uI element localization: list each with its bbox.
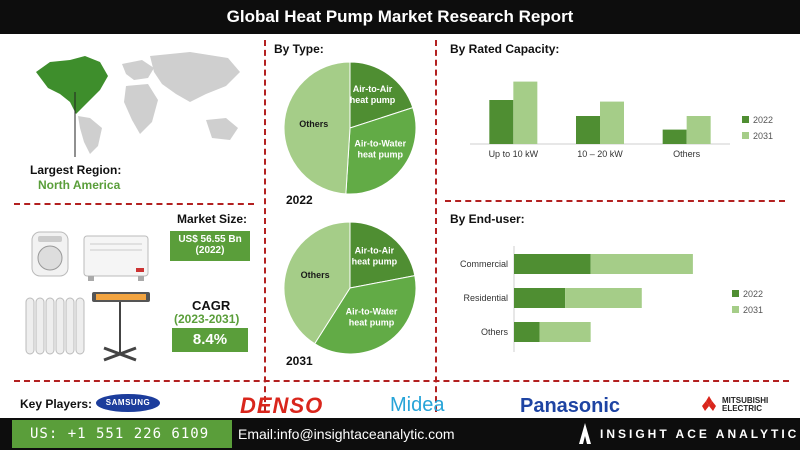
midea-logo: Midea [390,394,445,416]
capacity-bar-2031-2 [686,116,711,144]
enduser-tick-label-0: Commercial [460,259,508,269]
enduser-legend-swatch-2031 [732,306,739,313]
capacity-legend-label-2022: 2022 [753,115,773,125]
mitsubishi-electric-logo: MITSUBISHI ELECTRIC [722,397,768,413]
divider-bottom [14,380,789,382]
market-size-box: US$ 56.55 Bn (2022) [170,231,250,261]
cagr-value: 8.4% [172,328,248,352]
oil-radiator-icon [25,297,85,355]
pie-label-2031-1: Air-to-Water heat pump [346,307,398,328]
enduser-legend-swatch-2022 [732,290,739,297]
divider-right [435,40,437,412]
by-capacity-title: By Rated Capacity: [450,42,560,56]
divider-left-h [14,203,254,205]
africa-shape [124,84,158,134]
pie-2031-year: 2031 [286,354,313,368]
market-size-value: US$ 56.55 Bn [178,234,242,245]
pie-2022-year: 2022 [286,193,313,207]
cagr-period: (2023-2031) [174,312,240,326]
convector-heater-icon [83,235,149,281]
fan-heater-icon [31,231,69,277]
infrared-heater-icon [92,292,150,362]
electric-word: ELECTRIC [722,404,762,413]
enduser-bar-2022-2 [514,322,540,342]
pie-slice-2022-0 [349,61,414,129]
pie-label-2022-1: Air-to-Water heat pump [354,138,406,159]
pie-slice-2022-1 [345,106,417,195]
page-title: Global Heat Pump Market Research Report [0,0,800,34]
market-size-year: (2022) [195,245,225,256]
cagr-label: CAGR [192,298,231,313]
enduser-tick-label-1: Residential [463,293,508,303]
divider-right-h [445,200,785,202]
enduser-bar-2031-1 [565,288,642,308]
panasonic-logo: Panasonic [520,395,621,417]
capacity-bar-2031-1 [600,101,624,144]
capacity-bar-2031-0 [513,81,538,144]
pie-label-2031-0: Air-to-Air heat pump [352,246,398,267]
insightace-logo-icon [579,423,591,444]
by-type-title: By Type: [274,42,324,56]
pie-slice-2031-2 [283,221,351,345]
enduser-legend-label-2031: 2031 [743,305,763,315]
australia-shape [206,118,238,140]
capacity-bar-2022-1 [576,116,600,144]
capacity-legend-swatch-2022 [742,116,749,123]
appliance-illustrations [25,231,150,362]
south-america-shape [78,116,102,154]
key-players-label: Key Players: [20,397,93,411]
capacity-legend-label-2031: 2031 [753,131,773,141]
divider-left [264,40,266,412]
capacity-bar-2022-0 [489,100,514,144]
europe-shape [122,60,154,80]
mitsubishi-word: MITSUBISHI [722,396,769,405]
pie-label-2022-2: Others [299,119,328,129]
footer-email[interactable]: Email:info@insightaceanalytic.com [238,426,455,442]
enduser-legend-label-2022: 2022 [743,289,763,299]
capacity-bar-chart: Up to 10 kW 10 – 20 kW Others 2022 2031 [470,81,773,159]
enduser-bar-2022-0 [514,254,591,274]
by-enduser-title: By End-user: [450,212,525,226]
north-america-shape [36,56,108,114]
pie-label-2031-2: Others [301,270,330,280]
pie-chart-2022: Air-to-Air heat pump Air-to-Water heat pump… [283,61,417,195]
pie-slice-2031-1 [313,275,417,355]
capacity-tick-label-0: Up to 10 kW [489,149,539,159]
pie-slice-2031-0 [349,221,416,289]
enduser-tick-label-2: Others [481,327,509,337]
largest-region-label: Largest Region: [30,163,122,177]
mitsubishi-diamond-icon [702,396,716,411]
pie-label-2022-0: Air-to-Air heat pump [350,84,396,105]
capacity-bar-2022-2 [662,129,687,144]
market-size-label: Market Size: [177,212,248,226]
capacity-tick-label-1: 10 – 20 kW [577,149,623,159]
footer-brand: INSIGHT ACE ANALYTIC [600,427,800,441]
enduser-bar-2031-0 [590,254,693,274]
largest-region-value: North America [38,178,121,192]
denso-logo: DENSO [240,393,324,418]
capacity-tick-label-2: Others [673,149,701,159]
world-map [36,52,240,157]
capacity-legend-swatch-2031 [742,132,749,139]
enduser-bar-chart: Commercial Residential Others 2022 2031 [460,246,763,352]
asia-shape [150,52,240,102]
samsung-logo: SAMSUNG [96,394,160,412]
footer-phone[interactable]: US: +1 551 226 6109 [12,420,232,448]
pie-slice-2022-2 [283,61,351,195]
enduser-bar-2022-1 [514,288,566,308]
pie-chart-2031: Air-to-Air heat pump Air-to-Water heat pump… [283,221,417,355]
enduser-bar-2031-2 [539,322,591,342]
